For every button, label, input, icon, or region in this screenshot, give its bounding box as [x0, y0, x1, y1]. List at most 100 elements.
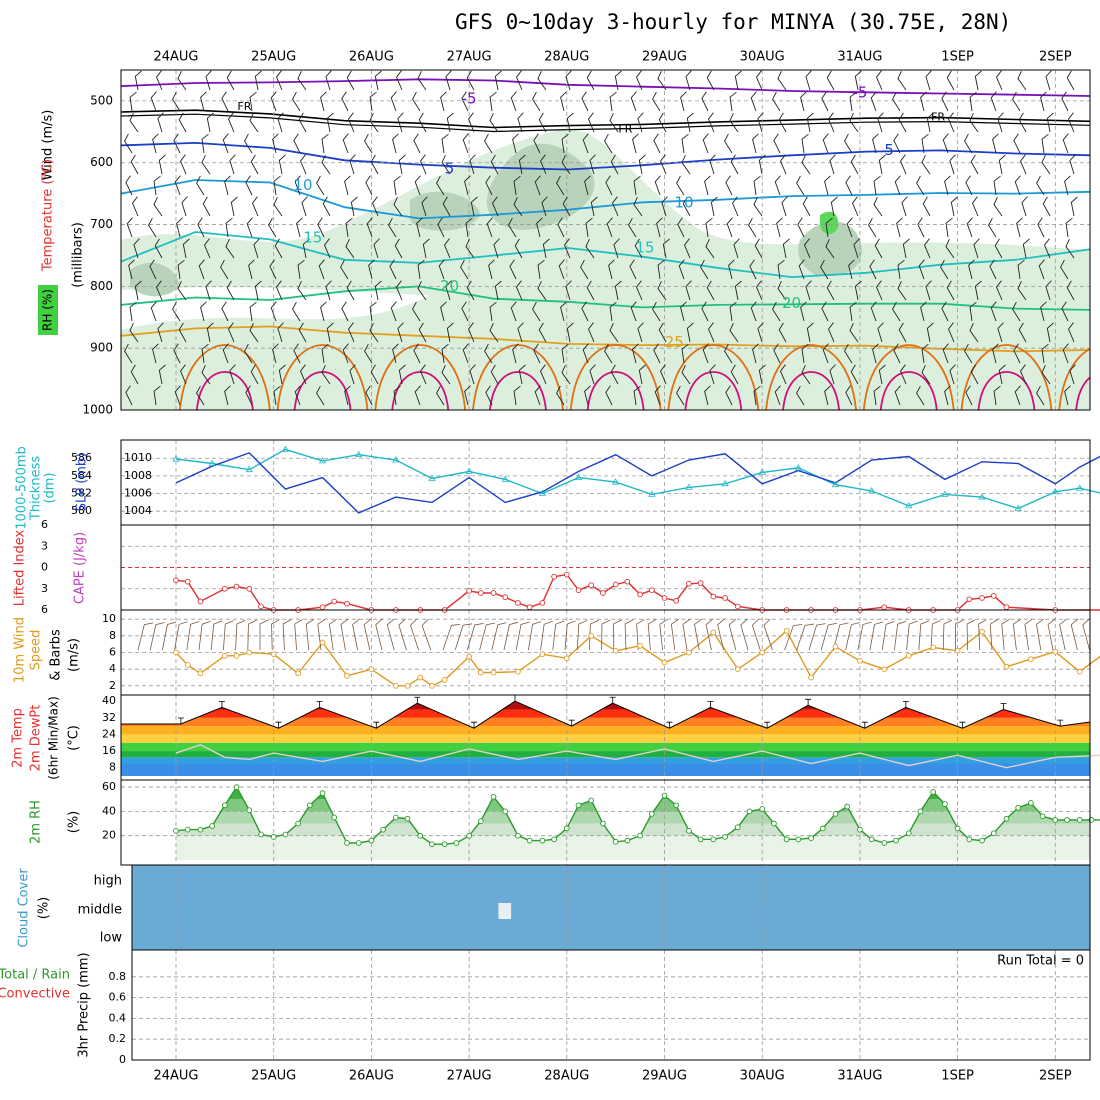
wind-barb-icon: [513, 197, 523, 217]
wind-barb-icon: [1001, 619, 1010, 651]
thickness-line-point: [172, 455, 180, 462]
wind-barb-icon: [942, 133, 949, 154]
wind-barb-icon: [297, 71, 307, 91]
wind-barb-icon: [924, 238, 931, 259]
lifted-index-line-point: [515, 600, 521, 606]
wind-barb-icon: [826, 280, 835, 301]
wind-barb-icon: [754, 238, 763, 259]
pressure-tick-label: 600: [90, 155, 113, 169]
wind-barb-icon: [965, 175, 973, 196]
wind-barb-icon: [244, 343, 253, 364]
lifted-index-line-point: [710, 593, 717, 600]
wind-barb-icon: [902, 238, 910, 259]
wind-barb-icon: [461, 301, 469, 322]
wind-barb-icon: [396, 70, 403, 91]
wind-axis-label-1: 10m Wind: [13, 617, 28, 683]
wind-barb-icon: [868, 217, 877, 238]
wind-barb-icon: [1017, 259, 1025, 280]
thickness-tick-label: 586: [71, 451, 92, 464]
wind-barb-icon: [894, 175, 901, 196]
wind-barb-icon: [584, 385, 591, 406]
isotherm-30-cycle: [569, 344, 662, 410]
contour-label: 5: [884, 141, 894, 159]
wind-barb-icon: [542, 238, 550, 259]
wind-barb-icon: [154, 238, 163, 259]
wind-barb-icon: [893, 133, 901, 154]
wind-barb-icon: [305, 619, 315, 651]
wind-barb-icon: [800, 91, 807, 112]
wind-barb-icon: [352, 618, 360, 651]
wind-barb-icon: [508, 217, 517, 238]
run-total-label: Run Total = 0: [997, 954, 1084, 969]
wind-barb-icon: [420, 154, 427, 175]
lifted-index-line-point: [539, 600, 546, 606]
wind-speed-line-point: [295, 670, 301, 677]
rh-line-point: [917, 808, 924, 815]
day-label-bottom: 31AUG: [837, 1069, 882, 1084]
wind-barb-icon: [566, 112, 574, 133]
wind-barb-icon: [226, 280, 235, 301]
wind-barb-icon: [705, 618, 714, 651]
wind-barb-icon: [1022, 238, 1030, 259]
wind-barb-icon: [685, 280, 692, 301]
wind-barb-icon: [126, 217, 133, 238]
millibars-axis-label: (millibars): [71, 222, 86, 288]
wind-barb-icon: [566, 322, 574, 343]
wind-barb-icon: [730, 154, 739, 175]
wind-barb-icon: [757, 322, 764, 343]
thickness-axis-label-2: Thickness: [29, 456, 44, 521]
wind-barb-icon: [896, 217, 903, 238]
contour-label: 20: [782, 294, 801, 312]
rh-line-point: [734, 824, 741, 831]
temp-tick-label: 40: [102, 694, 116, 707]
rh-line-point: [808, 835, 814, 841]
wind-barb-icon: [776, 217, 783, 238]
wind-barb-icon: [538, 112, 547, 133]
wind-barb-icon: [561, 133, 569, 154]
day-label-bottom: 26AUG: [349, 1069, 394, 1084]
wind-barb-icon: [994, 238, 1003, 259]
wind-barb-icon: [128, 259, 135, 280]
wind-barb-icon: [414, 175, 421, 196]
wind-barb-icon: [293, 133, 301, 154]
thickness-tick-label: 582: [71, 487, 92, 500]
wind-barb-icon: [300, 364, 307, 385]
rh-tick-label: 60: [102, 780, 116, 793]
day-label-top: 24AUG: [153, 50, 198, 65]
wind-barb-icon: [964, 133, 973, 154]
wind-barb-icon: [822, 343, 829, 364]
thickness-line-point: [1014, 504, 1022, 511]
rh-line-point: [637, 832, 643, 839]
temp-band: [121, 726, 1090, 735]
temp-minmax-marker: [275, 721, 282, 729]
day-label-bottom: 27AUG: [447, 1069, 492, 1084]
wind-barb-icon: [366, 217, 373, 238]
wind-barb-icon: [245, 385, 253, 406]
lifted-index-axis-label: Lifted Index: [13, 529, 28, 606]
wind-barb-icon: [1064, 385, 1071, 406]
wind-barb-icon: [490, 154, 499, 175]
wind-barb-icon: [730, 364, 739, 385]
wind-barb-icon: [174, 621, 188, 651]
wind-barb-icon: [129, 323, 139, 343]
wind-barb-icon: [609, 301, 617, 322]
wind-barb-icon: [370, 154, 379, 175]
wind-barb-icon: [750, 301, 757, 322]
wind-barb-icon: [533, 343, 541, 364]
wind-barb-icon: [930, 620, 941, 651]
wind-barb-icon: [321, 155, 331, 175]
wind-barb-icon: [440, 301, 447, 322]
wind-barb-icon: [682, 196, 691, 217]
rh-line-point: [258, 831, 264, 838]
wind-barb-icon: [1018, 322, 1027, 343]
wind-barb-icon: [1036, 618, 1044, 651]
thickness-tick-label: 584: [71, 469, 92, 482]
wind-barb-icon: [462, 133, 469, 154]
wind-barb-icon: [466, 280, 475, 301]
wind-barb-icon: [653, 343, 661, 364]
wind-barb-icon: [629, 259, 637, 280]
precip-tick-label: 0: [119, 1053, 126, 1066]
wind-barb-icon: [709, 364, 716, 385]
wind-barb-icon: [1068, 322, 1075, 343]
wind-barb-icon: [897, 259, 905, 280]
